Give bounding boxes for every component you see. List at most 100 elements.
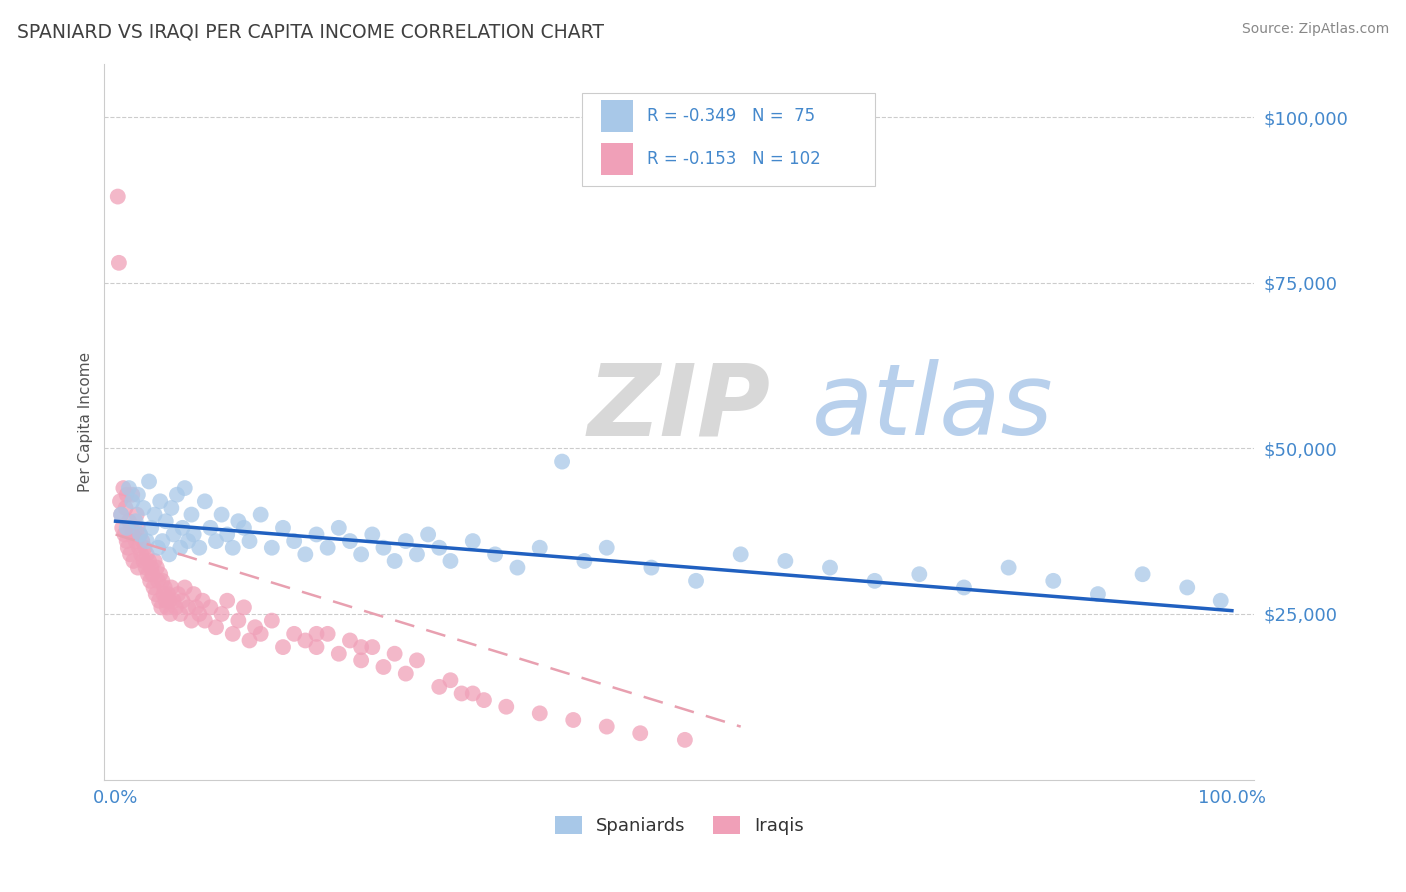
Point xyxy=(1209,593,1232,607)
Point xyxy=(191,593,214,607)
Point xyxy=(146,541,169,555)
Point xyxy=(271,640,294,654)
Point xyxy=(162,527,184,541)
Point xyxy=(350,547,373,561)
Point xyxy=(118,481,141,495)
Point xyxy=(169,607,191,621)
Point xyxy=(222,541,245,555)
Point xyxy=(1132,567,1154,582)
Point xyxy=(361,640,384,654)
Point xyxy=(110,508,132,522)
Point xyxy=(124,514,146,528)
Point xyxy=(316,541,339,555)
Point xyxy=(673,732,696,747)
Point xyxy=(640,560,662,574)
Point xyxy=(129,547,152,561)
Text: SPANIARD VS IRAQI PER CAPITA INCOME CORRELATION CHART: SPANIARD VS IRAQI PER CAPITA INCOME CORR… xyxy=(17,22,603,41)
Point xyxy=(1087,587,1109,601)
Point xyxy=(997,560,1019,574)
Point xyxy=(122,554,145,568)
Point xyxy=(142,581,165,595)
Text: Source: ZipAtlas.com: Source: ZipAtlas.com xyxy=(1241,22,1389,37)
Point xyxy=(173,581,195,595)
Point xyxy=(166,488,188,502)
Point xyxy=(121,494,143,508)
Point xyxy=(730,547,752,561)
Point xyxy=(205,620,228,634)
Point xyxy=(529,706,551,721)
Point xyxy=(283,534,305,549)
Point xyxy=(152,587,174,601)
Text: atlas: atlas xyxy=(811,359,1053,456)
Point xyxy=(125,508,148,522)
Point xyxy=(177,600,200,615)
Point xyxy=(127,560,149,574)
Point xyxy=(217,527,239,541)
Point xyxy=(110,508,132,522)
Point xyxy=(283,627,305,641)
Point xyxy=(395,666,418,681)
Point xyxy=(200,600,222,615)
Point xyxy=(115,534,138,549)
Point xyxy=(121,488,143,502)
Point xyxy=(149,494,172,508)
Point xyxy=(132,500,155,515)
Point xyxy=(249,627,271,641)
Point xyxy=(194,494,217,508)
Point xyxy=(574,554,596,568)
Point xyxy=(141,560,163,574)
Point xyxy=(141,567,163,582)
Point xyxy=(139,574,162,588)
Point xyxy=(135,547,157,561)
Point xyxy=(157,547,180,561)
Point xyxy=(132,554,155,568)
Point xyxy=(111,521,134,535)
FancyBboxPatch shape xyxy=(582,93,875,186)
Text: R = -0.349   N =  75: R = -0.349 N = 75 xyxy=(647,107,815,125)
Point xyxy=(406,653,429,667)
Point xyxy=(115,521,138,535)
Point xyxy=(120,547,142,561)
Point xyxy=(211,607,233,621)
Point xyxy=(628,726,651,740)
Point xyxy=(135,534,157,549)
Point xyxy=(562,713,585,727)
Point xyxy=(188,607,211,621)
Point xyxy=(228,614,250,628)
Point xyxy=(155,593,177,607)
Point xyxy=(114,500,136,515)
Point xyxy=(450,686,472,700)
Point xyxy=(194,614,217,628)
Point xyxy=(328,521,350,535)
Point xyxy=(350,640,373,654)
Point xyxy=(180,508,202,522)
Point xyxy=(121,527,143,541)
Point xyxy=(183,527,205,541)
Point xyxy=(145,587,167,601)
Point xyxy=(107,189,129,203)
Point xyxy=(172,521,194,535)
Point xyxy=(373,541,395,555)
Point xyxy=(183,587,205,601)
Point xyxy=(131,534,153,549)
Point xyxy=(128,541,150,555)
Point xyxy=(143,508,166,522)
Point xyxy=(115,488,138,502)
Point xyxy=(222,627,245,641)
Point xyxy=(114,527,136,541)
Point xyxy=(108,494,131,508)
Point xyxy=(141,521,163,535)
Point xyxy=(124,527,146,541)
Text: R = -0.153   N = 102: R = -0.153 N = 102 xyxy=(647,150,821,169)
Point xyxy=(260,541,283,555)
Point xyxy=(1175,581,1198,595)
Point xyxy=(596,541,619,555)
Point xyxy=(200,521,222,535)
Point xyxy=(149,567,172,582)
Point xyxy=(143,554,166,568)
Point xyxy=(495,699,517,714)
Point xyxy=(775,554,797,568)
Point xyxy=(165,600,187,615)
Point xyxy=(361,527,384,541)
Point xyxy=(427,541,450,555)
